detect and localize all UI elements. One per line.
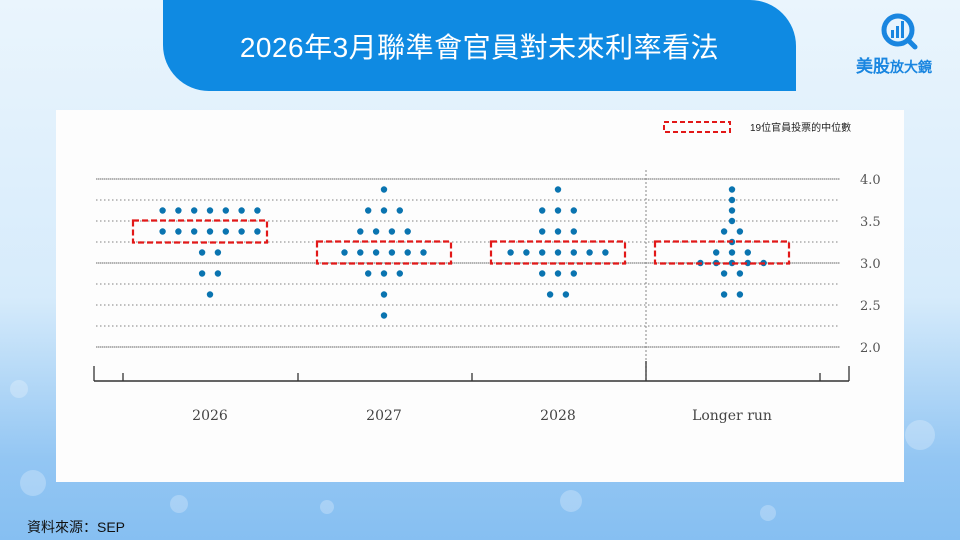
participant-dot: [507, 249, 514, 256]
participant-dot: [736, 270, 744, 277]
participant-dot: [728, 186, 736, 193]
participant-dot: [206, 228, 214, 235]
participant-dot: [570, 207, 577, 214]
participant-dot: [404, 249, 411, 256]
participant-dot: [744, 249, 751, 256]
participant-dot: [357, 249, 364, 256]
participant-dot: [736, 228, 744, 235]
participant-dot: [713, 249, 720, 256]
participant-dot: [388, 228, 396, 235]
participant-dot: [341, 249, 348, 256]
participant-dot: [539, 270, 546, 277]
participant-dot: [554, 186, 562, 193]
participant-dot: [254, 207, 261, 214]
participant-dot: [404, 228, 411, 235]
participant-dot: [744, 259, 751, 267]
participant-dot: [736, 291, 744, 298]
median-box: [653, 240, 791, 265]
participant-dot: [546, 291, 554, 298]
participant-dot: [388, 249, 396, 256]
participant-dot: [254, 228, 261, 235]
participant-dot: [554, 249, 562, 256]
participant-dot: [380, 270, 388, 277]
participant-dot: [570, 270, 577, 277]
dot-plot-chart: 2.0 2.5 3.0 3.5 4.0 2026 2027 2028 Longer run 19位…: [93, 121, 881, 424]
participant-dot: [562, 291, 570, 298]
participant-dot: [222, 207, 229, 214]
participant-dot: [159, 207, 166, 214]
participant-dot: [539, 249, 546, 256]
y-tick-label: 3.5: [860, 215, 881, 230]
participant-dot: [602, 249, 609, 256]
participant-dot: [380, 312, 388, 319]
title-banner: 2026年3月聯準會官員對未來利率看法: [163, 0, 796, 91]
legend-median-marker: [663, 121, 731, 133]
participant-dot: [728, 196, 736, 204]
participant-dot: [728, 207, 736, 214]
participant-dot: [198, 249, 206, 256]
participant-dot: [159, 228, 166, 235]
participant-dot: [728, 249, 736, 256]
y-tick-label: 3.0: [860, 257, 881, 272]
participant-dot: [420, 249, 427, 256]
y-tick-label: 2.5: [860, 299, 881, 314]
participant-dot: [214, 270, 222, 277]
x-category-label: 2027: [366, 408, 402, 424]
participant-dot: [586, 249, 593, 256]
participant-dot: [372, 228, 380, 235]
participant-dot: [720, 270, 728, 277]
participant-dot: [554, 270, 562, 277]
y-tick-label: 4.0: [860, 173, 881, 188]
participant-dot: [523, 249, 530, 256]
participant-dot: [570, 249, 577, 256]
participant-dot: [570, 228, 577, 235]
participant-dot: [175, 228, 182, 235]
participant-dot: [365, 270, 372, 277]
participant-dot: [238, 228, 245, 235]
participant-dot: [539, 207, 546, 214]
magnifier-bar-chart-icon: [881, 13, 918, 50]
chart-card: 2.0 2.5 3.0 3.5 4.0 2026 2027 2028 Longer run 19位…: [56, 110, 904, 482]
median-box: [131, 219, 269, 244]
brand-name: 美股: [856, 57, 890, 76]
participant-dot: [396, 270, 403, 277]
participant-dot: [396, 207, 403, 214]
participant-dot: [720, 228, 728, 235]
page-title: 2026年3月聯準會官員對未來利率看法: [239, 31, 720, 63]
participant-dot: [238, 207, 245, 214]
legend-label: 19位官員投票的中位數: [750, 121, 851, 134]
brand-logo-text: 美股放大鏡: [856, 52, 932, 77]
median-box: [315, 240, 453, 265]
x-category-label: Longer run: [692, 408, 772, 424]
source-note: 資料來源：SEP: [27, 519, 126, 535]
participant-dot: [539, 228, 546, 235]
participant-dot: [191, 207, 198, 214]
participant-dot: [365, 207, 372, 214]
participant-dot: [206, 291, 214, 298]
brand-suffix: 放大鏡: [890, 59, 932, 75]
participant-dot: [175, 207, 182, 214]
participant-dot: [198, 270, 206, 277]
participant-dot: [357, 228, 364, 235]
participant-dot: [222, 228, 229, 235]
median-box: [489, 240, 627, 265]
participant-dot: [728, 217, 736, 225]
participant-dot: [380, 291, 388, 298]
participant-dot: [554, 228, 562, 235]
participant-dot: [214, 249, 222, 256]
participant-dot: [720, 291, 728, 298]
y-tick-label: 2.0: [860, 341, 881, 356]
participant-dot: [380, 186, 388, 193]
participant-dot: [380, 207, 388, 214]
x-category-label: 2028: [540, 408, 576, 424]
x-category-label: 2026: [192, 408, 228, 424]
participant-dot: [554, 207, 562, 214]
participant-dot: [206, 207, 214, 214]
participant-dot: [372, 249, 380, 256]
participant-dot: [191, 228, 198, 235]
